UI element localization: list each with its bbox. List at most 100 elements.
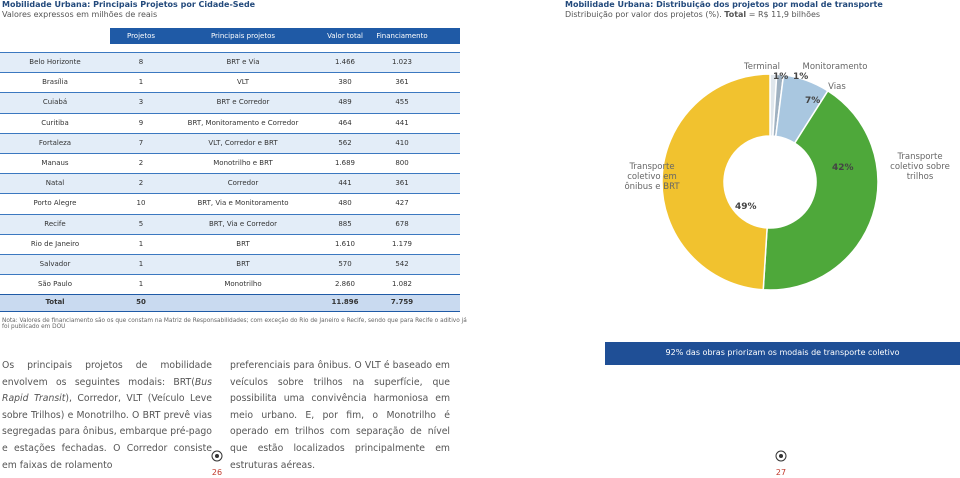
table-cell: 464 — [338, 118, 352, 127]
column-header: Financiamento — [376, 32, 428, 40]
table-row — [0, 153, 460, 175]
body-paragraph: Os principais projetos de mobilidade env… — [2, 358, 212, 474]
slice-value-label: 1% — [793, 72, 809, 82]
table-cell: 361 — [395, 179, 409, 188]
table-cell: 542 — [395, 260, 409, 268]
table-cell: VLT — [236, 78, 249, 87]
table-cell: BRT — [236, 260, 250, 268]
banner: 92% das obras priorizam os modais de tra… — [665, 348, 900, 357]
slice-label: Transporte coletivo em ônibus e BRT — [624, 162, 680, 192]
table-cell: BRT, Via e Corredor — [208, 219, 278, 228]
table-cell: 3 — [138, 98, 144, 107]
table-row — [0, 233, 460, 255]
table-cell: 678 — [395, 219, 409, 228]
slice-label: Transporte coletivo sobre trilhos — [890, 152, 950, 182]
table-cell: 1 — [138, 280, 144, 289]
slice-label: Monitoramento — [802, 62, 868, 72]
table-cell: 10 — [136, 199, 146, 208]
table-row — [0, 112, 460, 134]
table-row — [0, 213, 460, 235]
page-number: 27 — [775, 468, 787, 477]
right-title: Mobilidade Urbana: Distribuição dos proj… — [565, 0, 883, 9]
table-cell: São Paulo — [37, 280, 73, 289]
total-cell: Total — [45, 298, 65, 307]
table-cell: Fortaleza — [38, 138, 72, 147]
total-cell: 50 — [136, 298, 146, 307]
table-cell: 2 — [138, 159, 144, 167]
table-cell: 8 — [138, 58, 144, 66]
table-cell: 1 — [138, 239, 144, 248]
right-subtitle: Distribuição por valor dos projetos (%).… — [565, 10, 820, 19]
table-row — [0, 193, 460, 215]
column-header: Valor total — [327, 32, 363, 40]
text-run: Bus Rapid Transit — [2, 376, 212, 405]
slice-value-label: 49% — [735, 202, 757, 212]
table-cell: Porto Alegre — [33, 199, 77, 208]
text-run: Os principais projetos de mobilidade env… — [2, 360, 212, 388]
table-cell: Cuiabá — [42, 98, 68, 107]
table-cell: 9 — [138, 118, 144, 127]
table-cell: 427 — [395, 199, 409, 208]
text-run: Total — [724, 10, 747, 19]
table-cell: 570 — [338, 260, 352, 268]
table-cell: 380 — [338, 78, 352, 87]
total-cell: 7.759 — [390, 298, 414, 307]
table-cell: 1.179 — [391, 239, 413, 248]
column-header: Projetos — [126, 32, 156, 40]
table-cell: 1 — [138, 260, 144, 268]
table-cell: 800 — [395, 159, 409, 167]
table-cell: Monotrilho e BRT — [213, 159, 273, 167]
ball-icon — [211, 450, 787, 462]
table-cell: 489 — [338, 98, 352, 107]
table-cell: 361 — [395, 78, 409, 87]
table-cell: 441 — [395, 118, 409, 127]
table-cell: 410 — [395, 138, 409, 147]
table-row — [0, 52, 460, 74]
table-cell: BRT — [236, 239, 250, 248]
table-cell: Corredor — [227, 179, 259, 188]
slice-label: Terminal — [744, 62, 780, 72]
table-row — [0, 173, 460, 195]
column-header: Principais projetos — [210, 32, 276, 40]
table-row — [0, 254, 460, 276]
text-run: = R$ 11,9 bilhões — [746, 10, 821, 19]
table-cell: 1 — [138, 78, 144, 87]
table-cell: 480 — [338, 199, 352, 208]
banner-bar — [605, 342, 960, 365]
table-cell: Salvador — [39, 260, 71, 268]
table-note: Nota: Valores de financiamento são os qu… — [2, 318, 467, 330]
table-row — [0, 132, 460, 154]
table-cell: Recife — [44, 219, 66, 228]
table-cell: BRT, Via e Monitoramento — [197, 199, 289, 208]
table-cell: BRT e Corredor — [216, 98, 270, 107]
table-cell: Monotrilho — [224, 280, 262, 289]
slice-label: Vias — [828, 82, 846, 92]
text-run: Distribuição por valor dos projetos (%). — [565, 10, 725, 19]
table-cell: 1.610 — [334, 239, 356, 248]
text-run: ), Corredor, VLT (Veículo Leve sobre Tri… — [2, 393, 212, 471]
table-cell: 1.082 — [391, 280, 413, 289]
table-cell: 455 — [395, 98, 409, 107]
total-row — [0, 294, 460, 313]
slice-value-label: 42% — [832, 163, 854, 173]
table-cell: 2.860 — [334, 280, 356, 289]
table-cell: BRT e Via — [226, 58, 260, 66]
left-title: Mobilidade Urbana: Principais Projetos p… — [2, 0, 256, 9]
table-cell: 441 — [338, 179, 352, 188]
table-cell: Natal — [45, 179, 65, 188]
table-header-bar — [110, 28, 460, 44]
table-cell: Belo Horizonte — [29, 58, 81, 66]
body-paragraph: preferenciais para ônibus. O VLT é basea… — [230, 360, 450, 471]
slice-value-label: 7% — [805, 96, 821, 106]
table-cell: 2 — [138, 179, 144, 188]
table-cell: BRT, Monitoramento e Corredor — [187, 118, 299, 127]
table-cell: Manaus — [41, 159, 69, 167]
table-row — [0, 72, 460, 94]
table-cell: 1.689 — [334, 159, 356, 167]
table-cell: Rio de Janeiro — [30, 239, 80, 248]
table-cell: Curitiba — [41, 118, 69, 127]
total-cell: 11.896 — [331, 298, 359, 307]
table-row — [0, 92, 460, 114]
table-cell: 562 — [338, 138, 352, 147]
